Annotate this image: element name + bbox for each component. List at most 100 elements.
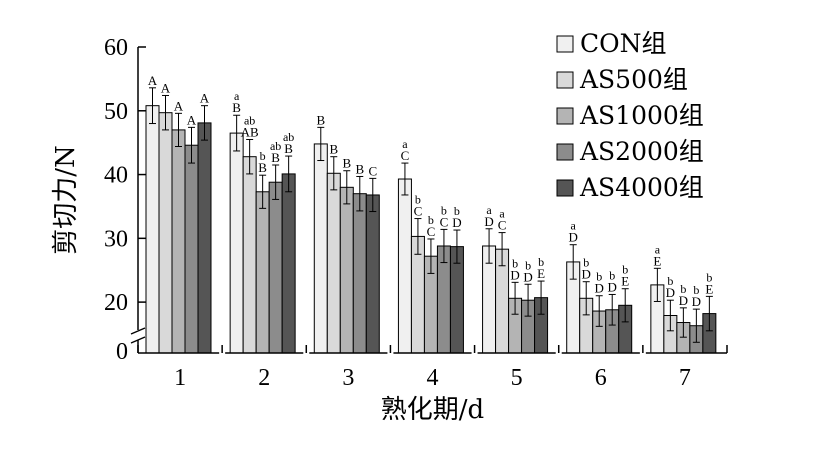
bar <box>242 156 257 354</box>
significance-label: b <box>441 203 447 217</box>
y-tick-label: 30 <box>104 226 128 252</box>
significance-label: D <box>666 285 675 300</box>
legend-swatch <box>556 143 574 161</box>
significance-label: E <box>653 253 661 268</box>
significance-label: b <box>428 213 434 227</box>
significance-label: a <box>499 207 505 221</box>
significance-label: C <box>440 214 449 229</box>
bars-group <box>145 105 717 354</box>
significance-label: B <box>232 100 241 115</box>
legend: CON组 AS500组 AS1000组 AS2000组 AS4000组 <box>556 29 704 202</box>
bar <box>339 186 354 354</box>
significance-label: A <box>200 91 210 106</box>
legend-entry: AS1000组 <box>579 101 704 130</box>
significance-label: E <box>705 281 713 296</box>
y-tick-label: 40 <box>104 163 128 189</box>
significance-label: b <box>260 149 266 163</box>
legend-swatch <box>556 35 574 53</box>
legend-entry: AS2000组 <box>579 137 704 166</box>
bar <box>281 173 296 354</box>
significance-label: B <box>258 160 267 175</box>
significance-label: E <box>537 266 545 281</box>
significance-label: a <box>402 137 408 151</box>
significance-label: b <box>538 255 544 269</box>
significance-label: AB <box>241 124 259 139</box>
x-tick-label: 6 <box>595 365 607 391</box>
error-bars-group <box>149 87 713 343</box>
legend-swatch <box>556 179 574 197</box>
significance-label: ab <box>244 113 255 127</box>
legend-entry: AS4000组 <box>579 173 704 202</box>
legend-entry: CON组 <box>580 29 667 58</box>
bar <box>158 112 173 354</box>
significance-label: C <box>427 224 436 239</box>
legend-entry: AS500组 <box>579 65 688 94</box>
significance-label: b <box>680 282 686 296</box>
significance-label: b <box>596 270 602 284</box>
significance-label: A <box>148 73 158 88</box>
significance-label: b <box>706 270 712 284</box>
y-axis-break-mark <box>130 336 146 344</box>
significance-label: a <box>234 89 240 103</box>
significance-label: b <box>583 256 589 270</box>
y-axis-title: 剪切力/N <box>51 145 81 255</box>
bar <box>352 193 367 354</box>
bar <box>145 105 160 354</box>
x-tick-label: 4 <box>427 365 439 391</box>
y-axis-break-mark <box>130 327 146 335</box>
bar <box>326 172 341 354</box>
significance-label: A <box>161 80 171 95</box>
significance-label: C <box>498 218 507 233</box>
significance-label: D <box>452 215 461 230</box>
significance-label: ab <box>270 139 281 153</box>
significance-label: B <box>355 161 364 176</box>
y-tick-label: 20 <box>104 290 128 316</box>
significance-label: b <box>667 274 673 288</box>
bar <box>397 178 412 354</box>
x-tick-label: 7 <box>679 365 691 391</box>
significance-label: D <box>582 267 591 282</box>
significance-label: b <box>512 256 518 270</box>
significance-label: b <box>622 263 628 277</box>
bar <box>229 132 244 354</box>
significance-label: B <box>316 112 325 127</box>
significance-label: A <box>187 112 197 127</box>
legend-swatch <box>556 71 574 89</box>
significance-label: C <box>414 204 423 219</box>
bar <box>268 181 283 354</box>
significance-label: ab <box>283 130 294 144</box>
significance-label: b <box>609 268 615 282</box>
significance-label: a <box>486 203 492 217</box>
significance-label: D <box>692 294 701 309</box>
significance-label: E <box>621 274 629 289</box>
x-tick-label: 1 <box>174 365 186 391</box>
x-tick-label: 5 <box>511 365 523 391</box>
significance-label: b <box>525 258 531 272</box>
significance-label: B <box>329 142 338 157</box>
bar <box>313 143 328 354</box>
significance-label: C <box>401 148 410 163</box>
significance-label: D <box>510 267 519 282</box>
significance-label: D <box>484 214 493 229</box>
x-tick-label: 2 <box>258 365 270 391</box>
significance-label: D <box>679 293 688 308</box>
bar <box>171 129 186 354</box>
bar <box>255 191 270 354</box>
significance-label: D <box>523 269 532 284</box>
significance-label: C <box>368 163 377 178</box>
bar <box>197 122 212 354</box>
y-tick-label: 60 <box>104 35 128 61</box>
y-tick-label-zero: 0 <box>116 339 128 365</box>
significance-label: B <box>284 141 293 156</box>
x-tick-label: 3 <box>342 365 354 391</box>
significance-label: b <box>693 283 699 297</box>
significance-label: B <box>342 156 351 171</box>
axes-group: 20 30 40 50 60 0 1 2 3 4 5 6 7 <box>104 35 728 391</box>
significance-label: b <box>415 193 421 207</box>
significance-label: b <box>454 204 460 218</box>
legend-swatch <box>556 107 574 125</box>
significance-label: B <box>271 150 280 165</box>
